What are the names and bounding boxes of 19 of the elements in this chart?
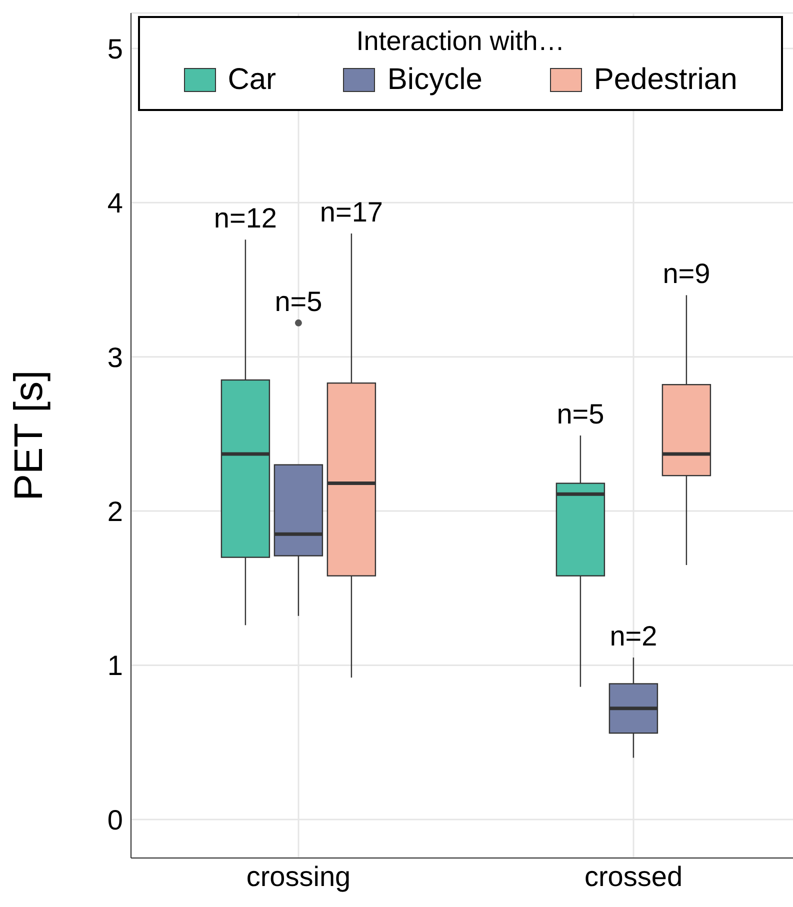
y-axis-title: PET [s] — [7, 370, 52, 501]
x-tick-label: crossed — [584, 860, 683, 892]
legend-title: Interaction with… — [355, 26, 566, 57]
y-tick-label: 3 — [107, 342, 123, 373]
legend-label: Car — [228, 63, 276, 97]
annotation: n=5 — [556, 398, 604, 430]
annotation: n=12 — [214, 202, 277, 234]
annotation: n=5 — [274, 286, 322, 317]
y-tick-label: 0 — [107, 804, 123, 836]
annotation: n=9 — [662, 258, 710, 290]
y-tick-label: 1 — [107, 650, 123, 682]
annotation: n=2 — [610, 620, 658, 652]
y-tick-label: 2 — [107, 496, 123, 527]
annotation: n=17 — [320, 196, 383, 228]
legend-label: Bicycle — [387, 63, 482, 97]
y-tick-label: 5 — [107, 33, 123, 64]
x-tick-label: crossing — [246, 860, 351, 892]
y-tick-label: 4 — [107, 188, 123, 219]
legend-label: Pedestrian — [594, 63, 738, 97]
